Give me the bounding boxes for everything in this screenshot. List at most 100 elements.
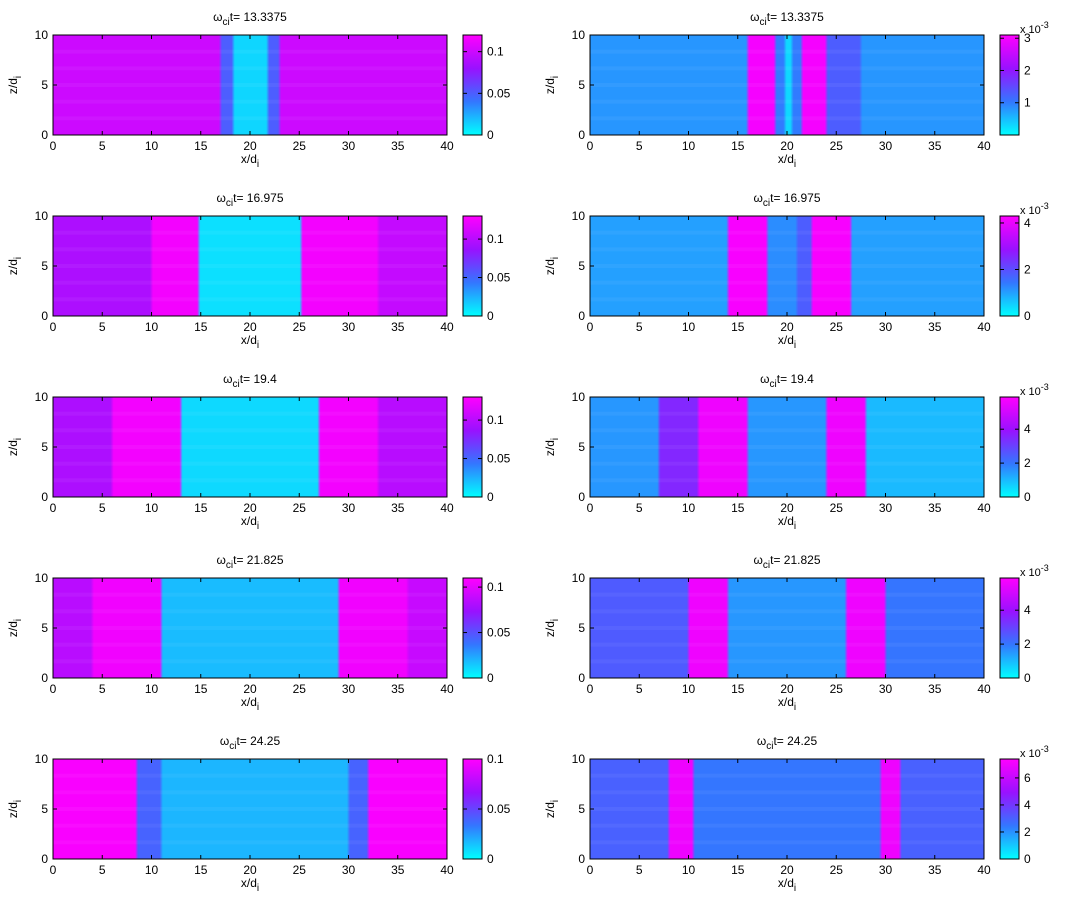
colorbar-multiplier: x 10-3 (1020, 382, 1049, 398)
y-tick-label: 0 (41, 309, 48, 323)
x-axis-label: x/di (241, 152, 259, 170)
x-tick-label: 5 (99, 863, 106, 877)
colorbar-tick-label: 0.05 (487, 452, 511, 466)
heatmap-texture (590, 478, 984, 483)
x-tick-label: 5 (636, 320, 643, 334)
y-tick-label: 0 (578, 128, 585, 142)
colorbar-tick-label: 0.1 (487, 232, 504, 246)
x-tick-label: 10 (145, 501, 159, 515)
colorbar-multiplier: x 10-3 (1020, 201, 1049, 217)
heatmap-texture (590, 642, 984, 647)
colorbar: 0 0.05 0.1 (462, 34, 511, 142)
x-tick-label: 35 (391, 682, 405, 696)
colorbar: 0 0.05 0.1 (462, 752, 511, 866)
x-tick-label: 30 (342, 863, 356, 877)
x-tick-label: 20 (243, 863, 257, 877)
x-tick-label: 10 (682, 320, 696, 334)
y-tick-label: 5 (41, 802, 48, 816)
heatmap-field (590, 397, 984, 497)
x-tick-label: 15 (731, 863, 745, 877)
y-tick-label: 5 (41, 621, 48, 635)
x-tick-label: 10 (682, 682, 696, 696)
x-tick-label: 15 (731, 320, 745, 334)
y-tick-label: 0 (41, 852, 48, 866)
heatmap-texture (590, 411, 984, 416)
x-tick-label: 15 (731, 682, 745, 696)
colorbar-tick-label: 0.1 (487, 752, 504, 766)
y-tick-label: 0 (578, 852, 585, 866)
heatmap-texture (590, 659, 984, 664)
colorbar-scale (999, 758, 1020, 860)
colorbar: 0 0.05 0.1 (462, 396, 511, 504)
x-tick-label: 40 (977, 501, 991, 515)
heatmap-texture (53, 840, 447, 845)
colorbar-multiplier: x 10-3 (1020, 20, 1049, 36)
x-tick-label: 0 (587, 320, 594, 334)
heatmap-texture (590, 247, 984, 252)
panel-title: ωcit= 21.825 (754, 553, 821, 571)
heatmap-texture (53, 478, 447, 483)
colorbar-scale (462, 577, 483, 679)
y-tick-label: 10 (572, 28, 586, 42)
y-tick-label: 10 (35, 209, 49, 223)
colorbar-tick-label: 0.05 (487, 86, 511, 100)
colorbar-tick-label: 4 (1024, 603, 1031, 617)
x-tick-label: 25 (830, 863, 844, 877)
x-tick-label: 20 (780, 501, 794, 515)
panel-6: 0 5 10 15 20 25 30 35 40 0 5 10 ωcit= 19.4 x/di z/di 0 2… (543, 372, 1049, 532)
colorbar-tick-label: 0 (1024, 309, 1031, 323)
y-tick-label: 0 (578, 671, 585, 685)
colorbar-tick-label: 1 (1024, 96, 1031, 110)
x-tick-label: 15 (194, 682, 208, 696)
colorbar-tick-label: 4 (1024, 422, 1031, 436)
colorbar-scale (462, 34, 483, 136)
x-tick-label: 25 (293, 682, 307, 696)
heatmap-texture (53, 66, 447, 71)
x-tick-label: 5 (636, 501, 643, 515)
colorbar-tick-label: 4 (1024, 798, 1031, 812)
x-tick-label: 10 (145, 139, 159, 153)
x-tick-label: 40 (977, 682, 991, 696)
y-axis-label: z/di (543, 619, 561, 637)
x-tick-label: 10 (145, 682, 159, 696)
y-axis-label: z/di (543, 800, 561, 818)
x-tick-label: 20 (780, 320, 794, 334)
heatmap-texture (590, 280, 984, 285)
y-axis-label: z/di (543, 257, 561, 275)
x-tick-label: 0 (587, 139, 594, 153)
x-tick-label: 15 (731, 501, 745, 515)
colorbar-scale (462, 396, 483, 498)
x-tick-label: 0 (587, 501, 594, 515)
colorbar-tick-label: 0 (487, 128, 494, 142)
x-tick-label: 25 (293, 139, 307, 153)
panel-title: ωcit= 19.4 (223, 372, 277, 390)
x-tick-label: 5 (636, 863, 643, 877)
x-tick-label: 5 (99, 139, 106, 153)
colorbar-tick-label: 0 (1024, 490, 1031, 504)
x-tick-label: 35 (928, 139, 942, 153)
colorbar-tick-label: 0.1 (487, 45, 504, 59)
x-tick-label: 10 (682, 863, 696, 877)
heatmap-texture (53, 823, 447, 828)
y-tick-label: 10 (35, 752, 49, 766)
x-axis-label: x/di (241, 695, 259, 713)
x-tick-label: 20 (243, 139, 257, 153)
x-tick-label: 35 (928, 863, 942, 877)
x-tick-label: 35 (391, 320, 405, 334)
colorbar-tick-label: 0 (1024, 852, 1031, 866)
heatmap-texture (53, 116, 447, 121)
heatmap-texture (590, 297, 984, 302)
y-tick-label: 0 (41, 671, 48, 685)
x-axis-label: x/di (778, 152, 796, 170)
x-tick-label: 10 (145, 320, 159, 334)
x-tick-label: 5 (99, 320, 106, 334)
heatmap-texture (590, 66, 984, 71)
y-tick-label: 5 (578, 440, 585, 454)
colorbar-tick-label: 0.05 (487, 802, 511, 816)
x-tick-label: 10 (682, 501, 696, 515)
heatmap-texture (590, 445, 984, 449)
x-tick-label: 10 (682, 139, 696, 153)
colorbar-tick-label: 2 (1024, 63, 1031, 77)
heatmap-texture (53, 790, 447, 795)
